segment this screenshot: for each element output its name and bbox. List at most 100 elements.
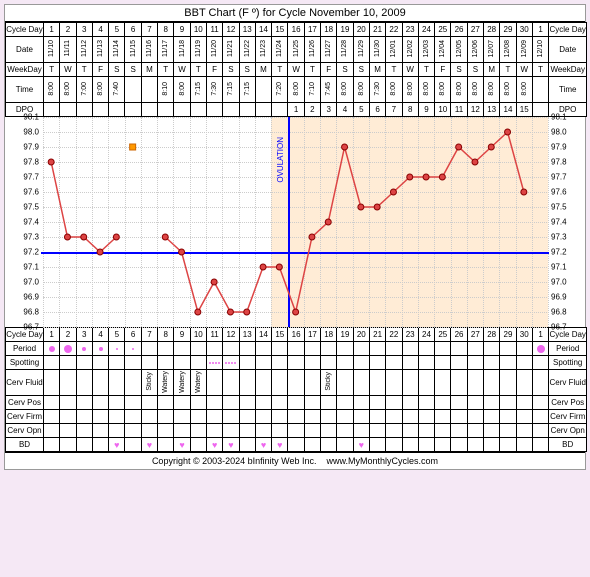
cell: 11 <box>451 103 467 117</box>
y-axis-label: 96.8 <box>5 308 41 317</box>
cell <box>272 342 288 356</box>
cell: T <box>190 63 206 77</box>
cell: 8:00 <box>516 77 532 103</box>
cell: 19 <box>337 328 353 342</box>
cell <box>255 424 271 438</box>
cell <box>304 370 320 396</box>
cell: 1 <box>532 23 548 37</box>
row-label: Date <box>549 37 587 63</box>
cell <box>484 342 500 356</box>
cell: 17 <box>304 23 320 37</box>
cell <box>158 356 174 370</box>
cell <box>125 370 141 396</box>
cell <box>451 438 467 452</box>
cell <box>288 424 304 438</box>
cell <box>304 410 320 424</box>
cell: 11 <box>206 328 222 342</box>
cell <box>386 370 402 396</box>
cell <box>451 410 467 424</box>
cell: 8:10 <box>158 77 174 103</box>
cell: 11/26 <box>304 37 320 63</box>
cell <box>369 356 385 370</box>
cell: 7:00 <box>76 77 92 103</box>
cell: 12/07 <box>484 37 500 63</box>
cell: S <box>337 63 353 77</box>
cell <box>44 410 60 424</box>
cell: T <box>44 63 60 77</box>
cell <box>484 370 500 396</box>
cell: 24 <box>418 23 434 37</box>
cell <box>239 396 255 410</box>
cell <box>125 77 141 103</box>
y-axis-label: 96.7 <box>549 323 585 332</box>
cell <box>386 396 402 410</box>
cell <box>44 424 60 438</box>
cell <box>206 396 222 410</box>
cell: T <box>386 63 402 77</box>
cell <box>337 342 353 356</box>
cell: S <box>109 63 125 77</box>
cell <box>223 410 239 424</box>
cell: 4 <box>337 103 353 117</box>
cell: 9 <box>418 103 434 117</box>
y-axis-label: 96.9 <box>5 293 41 302</box>
cell <box>484 356 500 370</box>
cell: 11/14 <box>109 37 125 63</box>
cell <box>223 370 239 396</box>
y-axis-label: 98.0 <box>5 128 41 137</box>
cell: 1 <box>288 103 304 117</box>
cell: 15 <box>272 23 288 37</box>
cell <box>418 370 434 396</box>
cell <box>532 77 548 103</box>
cell <box>92 396 108 410</box>
cell <box>206 424 222 438</box>
y-axis-label: 97.9 <box>5 143 41 152</box>
cell <box>60 410 76 424</box>
cell <box>402 410 418 424</box>
cell: S <box>239 63 255 77</box>
cell <box>467 396 483 410</box>
row-label: Period <box>6 342 44 356</box>
cell: 3 <box>76 328 92 342</box>
cell: 10 <box>190 23 206 37</box>
cell <box>223 356 239 370</box>
cell: 6 <box>369 103 385 117</box>
cell <box>435 424 451 438</box>
cell <box>500 356 516 370</box>
cell: 13 <box>239 23 255 37</box>
cell <box>141 77 157 103</box>
cell <box>109 342 125 356</box>
cell <box>467 424 483 438</box>
cell <box>500 438 516 452</box>
row-label: Period <box>549 342 587 356</box>
cell <box>500 424 516 438</box>
cell: 7:40 <box>109 77 125 103</box>
cell <box>304 342 320 356</box>
cell <box>109 370 125 396</box>
cell: 10 <box>190 328 206 342</box>
cell <box>288 438 304 452</box>
cell <box>174 356 190 370</box>
cell: 7:30 <box>206 77 222 103</box>
cell: 6 <box>125 328 141 342</box>
cell: W <box>288 63 304 77</box>
y-axis-label: 97.8 <box>5 158 41 167</box>
cell <box>255 396 271 410</box>
cell: 30 <box>516 23 532 37</box>
cell <box>369 424 385 438</box>
cell <box>272 356 288 370</box>
row-label: Cerv Opn <box>549 424 587 438</box>
cell <box>353 370 369 396</box>
cell: 13 <box>239 328 255 342</box>
y-axis-label: 97.4 <box>549 218 585 227</box>
cell: 8:00 <box>60 77 76 103</box>
cell <box>304 396 320 410</box>
row-label: BD <box>549 438 587 452</box>
y-axis-label: 97.0 <box>5 278 41 287</box>
cell <box>321 424 337 438</box>
cell <box>92 356 108 370</box>
cell <box>255 342 271 356</box>
cell <box>500 396 516 410</box>
cell: 7:20 <box>272 77 288 103</box>
cell <box>60 356 76 370</box>
